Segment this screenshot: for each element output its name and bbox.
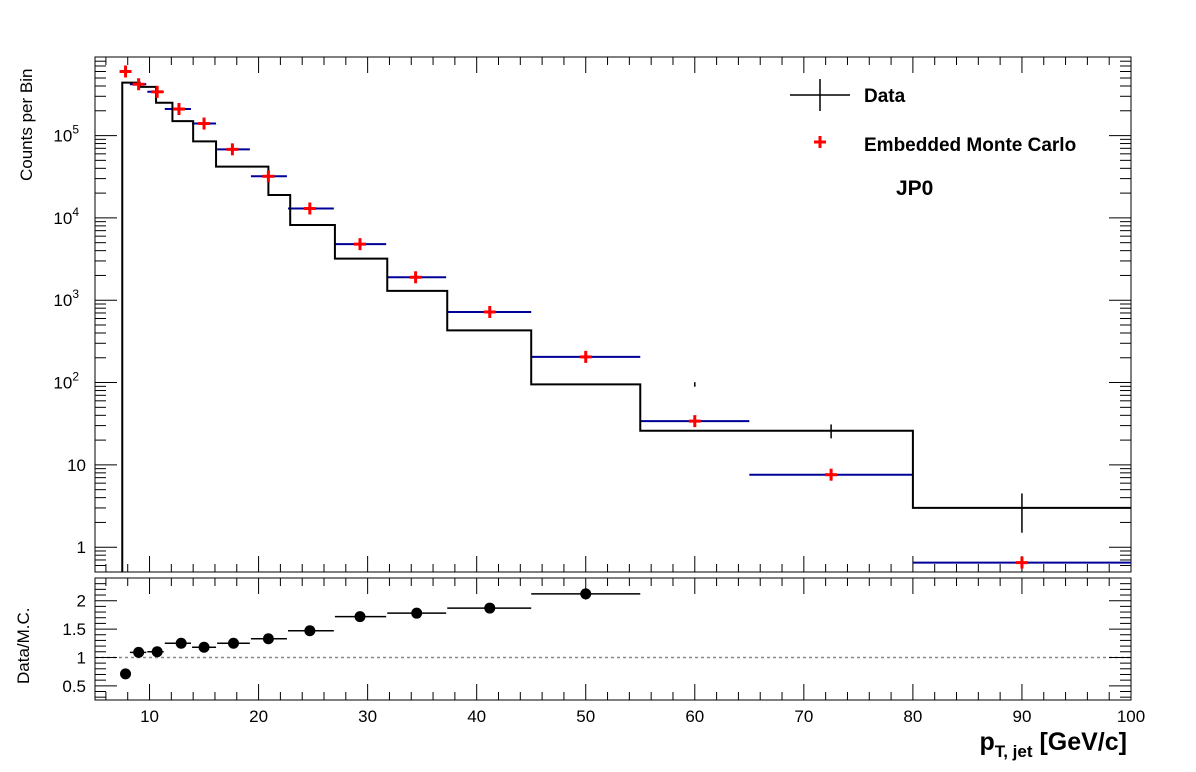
mc-marker bbox=[409, 271, 422, 284]
mc-marker bbox=[151, 85, 164, 98]
mc-marker bbox=[132, 78, 145, 91]
bottom-panel: 0.5 1 1.5 2 10 20 30 40 50 60 70 80 90 100 Data/M.C.… bbox=[14, 577, 1145, 761]
mc-marker bbox=[1015, 556, 1028, 569]
mc-marker bbox=[198, 117, 211, 130]
y-tick-label-base: 10 bbox=[53, 127, 72, 146]
x-tick-label: 40 bbox=[467, 707, 486, 726]
x-tick-label: 100 bbox=[1117, 707, 1145, 726]
y-tick-label: 1.5 bbox=[62, 620, 86, 639]
data-error-bars bbox=[694, 382, 1023, 533]
y-tick-label: 1 bbox=[77, 648, 86, 667]
x-axis-title-unit: [GeV/c] bbox=[1033, 728, 1127, 756]
legend-mc-marker bbox=[814, 136, 826, 148]
ratio-point bbox=[250, 633, 287, 645]
legend-mc-label: Embedded Monte Carlo bbox=[864, 135, 1076, 156]
mc-marker bbox=[483, 305, 496, 318]
ratio-marker bbox=[411, 607, 423, 619]
ratio-point bbox=[447, 602, 532, 614]
y-tick-label-exponent: 4 bbox=[72, 205, 79, 219]
y-tick-label-base: 10 bbox=[67, 456, 86, 475]
ratio-marker bbox=[580, 588, 592, 600]
mc-marker bbox=[688, 415, 701, 428]
ratio-points bbox=[120, 588, 641, 680]
y-tick-label: 10 bbox=[67, 456, 86, 475]
y-tick-label-exponent: 2 bbox=[72, 370, 79, 384]
x-tick-label: 80 bbox=[903, 707, 922, 726]
ratio-point bbox=[387, 607, 447, 619]
ratio-marker bbox=[484, 602, 496, 614]
y-tick-label: 102 bbox=[53, 370, 79, 393]
bottom-y-axis-title: Data/M.C. bbox=[14, 607, 33, 684]
mc-marker bbox=[825, 468, 838, 481]
y-tick-label-base: 10 bbox=[53, 209, 72, 228]
ratio-marker bbox=[151, 646, 163, 658]
y-tick-label: 105 bbox=[53, 123, 79, 146]
x-tick-label: 90 bbox=[1012, 707, 1031, 726]
ratio-marker bbox=[198, 641, 210, 653]
y-tick-label-base: 10 bbox=[53, 291, 72, 310]
y-tick-label-exponent: 3 bbox=[72, 287, 79, 301]
top-y-axis-title: Counts per Bin bbox=[17, 69, 36, 181]
legend-data-label: Data bbox=[864, 86, 906, 107]
ratio-point bbox=[288, 625, 334, 637]
top-plot-frame bbox=[94, 56, 1132, 573]
mc-markers bbox=[119, 65, 1028, 569]
x-tick-labels: 10 20 30 40 50 60 70 80 90 100 bbox=[140, 707, 1145, 726]
ratio-marker bbox=[175, 637, 187, 649]
ratio-point bbox=[129, 646, 147, 658]
x-tick-label: 30 bbox=[358, 707, 377, 726]
x-axis-title: pT, jet [GeV/c] bbox=[979, 728, 1127, 761]
y-tick-label: 0.5 bbox=[62, 677, 86, 696]
y-tick-label: 104 bbox=[53, 205, 79, 228]
x-tick-label: 60 bbox=[685, 707, 704, 726]
ratio-point bbox=[192, 641, 217, 653]
mc-marker bbox=[226, 143, 239, 156]
y-tick-label: 1 bbox=[77, 538, 86, 557]
ratio-point bbox=[164, 637, 191, 649]
bottom-plot-frame bbox=[94, 577, 1132, 701]
ratio-marker bbox=[262, 633, 274, 645]
mc-marker bbox=[119, 65, 132, 78]
mc-marker bbox=[303, 202, 316, 215]
bottom-y-tick-labels: 0.5 1 1.5 2 bbox=[62, 592, 86, 696]
ratio-point bbox=[217, 637, 250, 649]
mc-marker bbox=[172, 103, 185, 116]
y-tick-label: 103 bbox=[53, 287, 79, 310]
y-tick-label-exponent: 5 bbox=[72, 123, 79, 137]
ratio-point bbox=[334, 611, 387, 623]
y-tick-label-base: 1 bbox=[77, 538, 86, 557]
mc-marker bbox=[262, 170, 275, 183]
ratio-point bbox=[147, 646, 164, 658]
x-axis-title-main: p bbox=[979, 728, 994, 756]
top-axis-ticks bbox=[95, 56, 1132, 573]
bottom-axis-ticks bbox=[95, 578, 1132, 700]
x-axis-title-sub: T, jet bbox=[995, 742, 1033, 761]
ratio-marker bbox=[304, 625, 316, 637]
data-histogram bbox=[121, 81, 1131, 572]
ratio-marker bbox=[133, 646, 145, 658]
ratio-marker bbox=[227, 637, 239, 649]
ratio-marker bbox=[120, 668, 132, 680]
legend: Data Embedded Monte Carlo bbox=[790, 79, 1076, 156]
x-tick-label: 20 bbox=[249, 707, 268, 726]
trigger-annotation: JP0 bbox=[896, 177, 933, 200]
mc-marker bbox=[579, 350, 592, 363]
ratio-point bbox=[531, 588, 641, 600]
x-tick-label: 70 bbox=[794, 707, 813, 726]
y-tick-label: 2 bbox=[77, 592, 86, 611]
mc-marker bbox=[353, 238, 366, 251]
y-tick-label-base: 10 bbox=[53, 374, 72, 393]
ratio-point bbox=[120, 668, 132, 680]
x-tick-label: 10 bbox=[140, 707, 159, 726]
ratio-marker bbox=[354, 611, 366, 623]
x-tick-label: 50 bbox=[576, 707, 595, 726]
